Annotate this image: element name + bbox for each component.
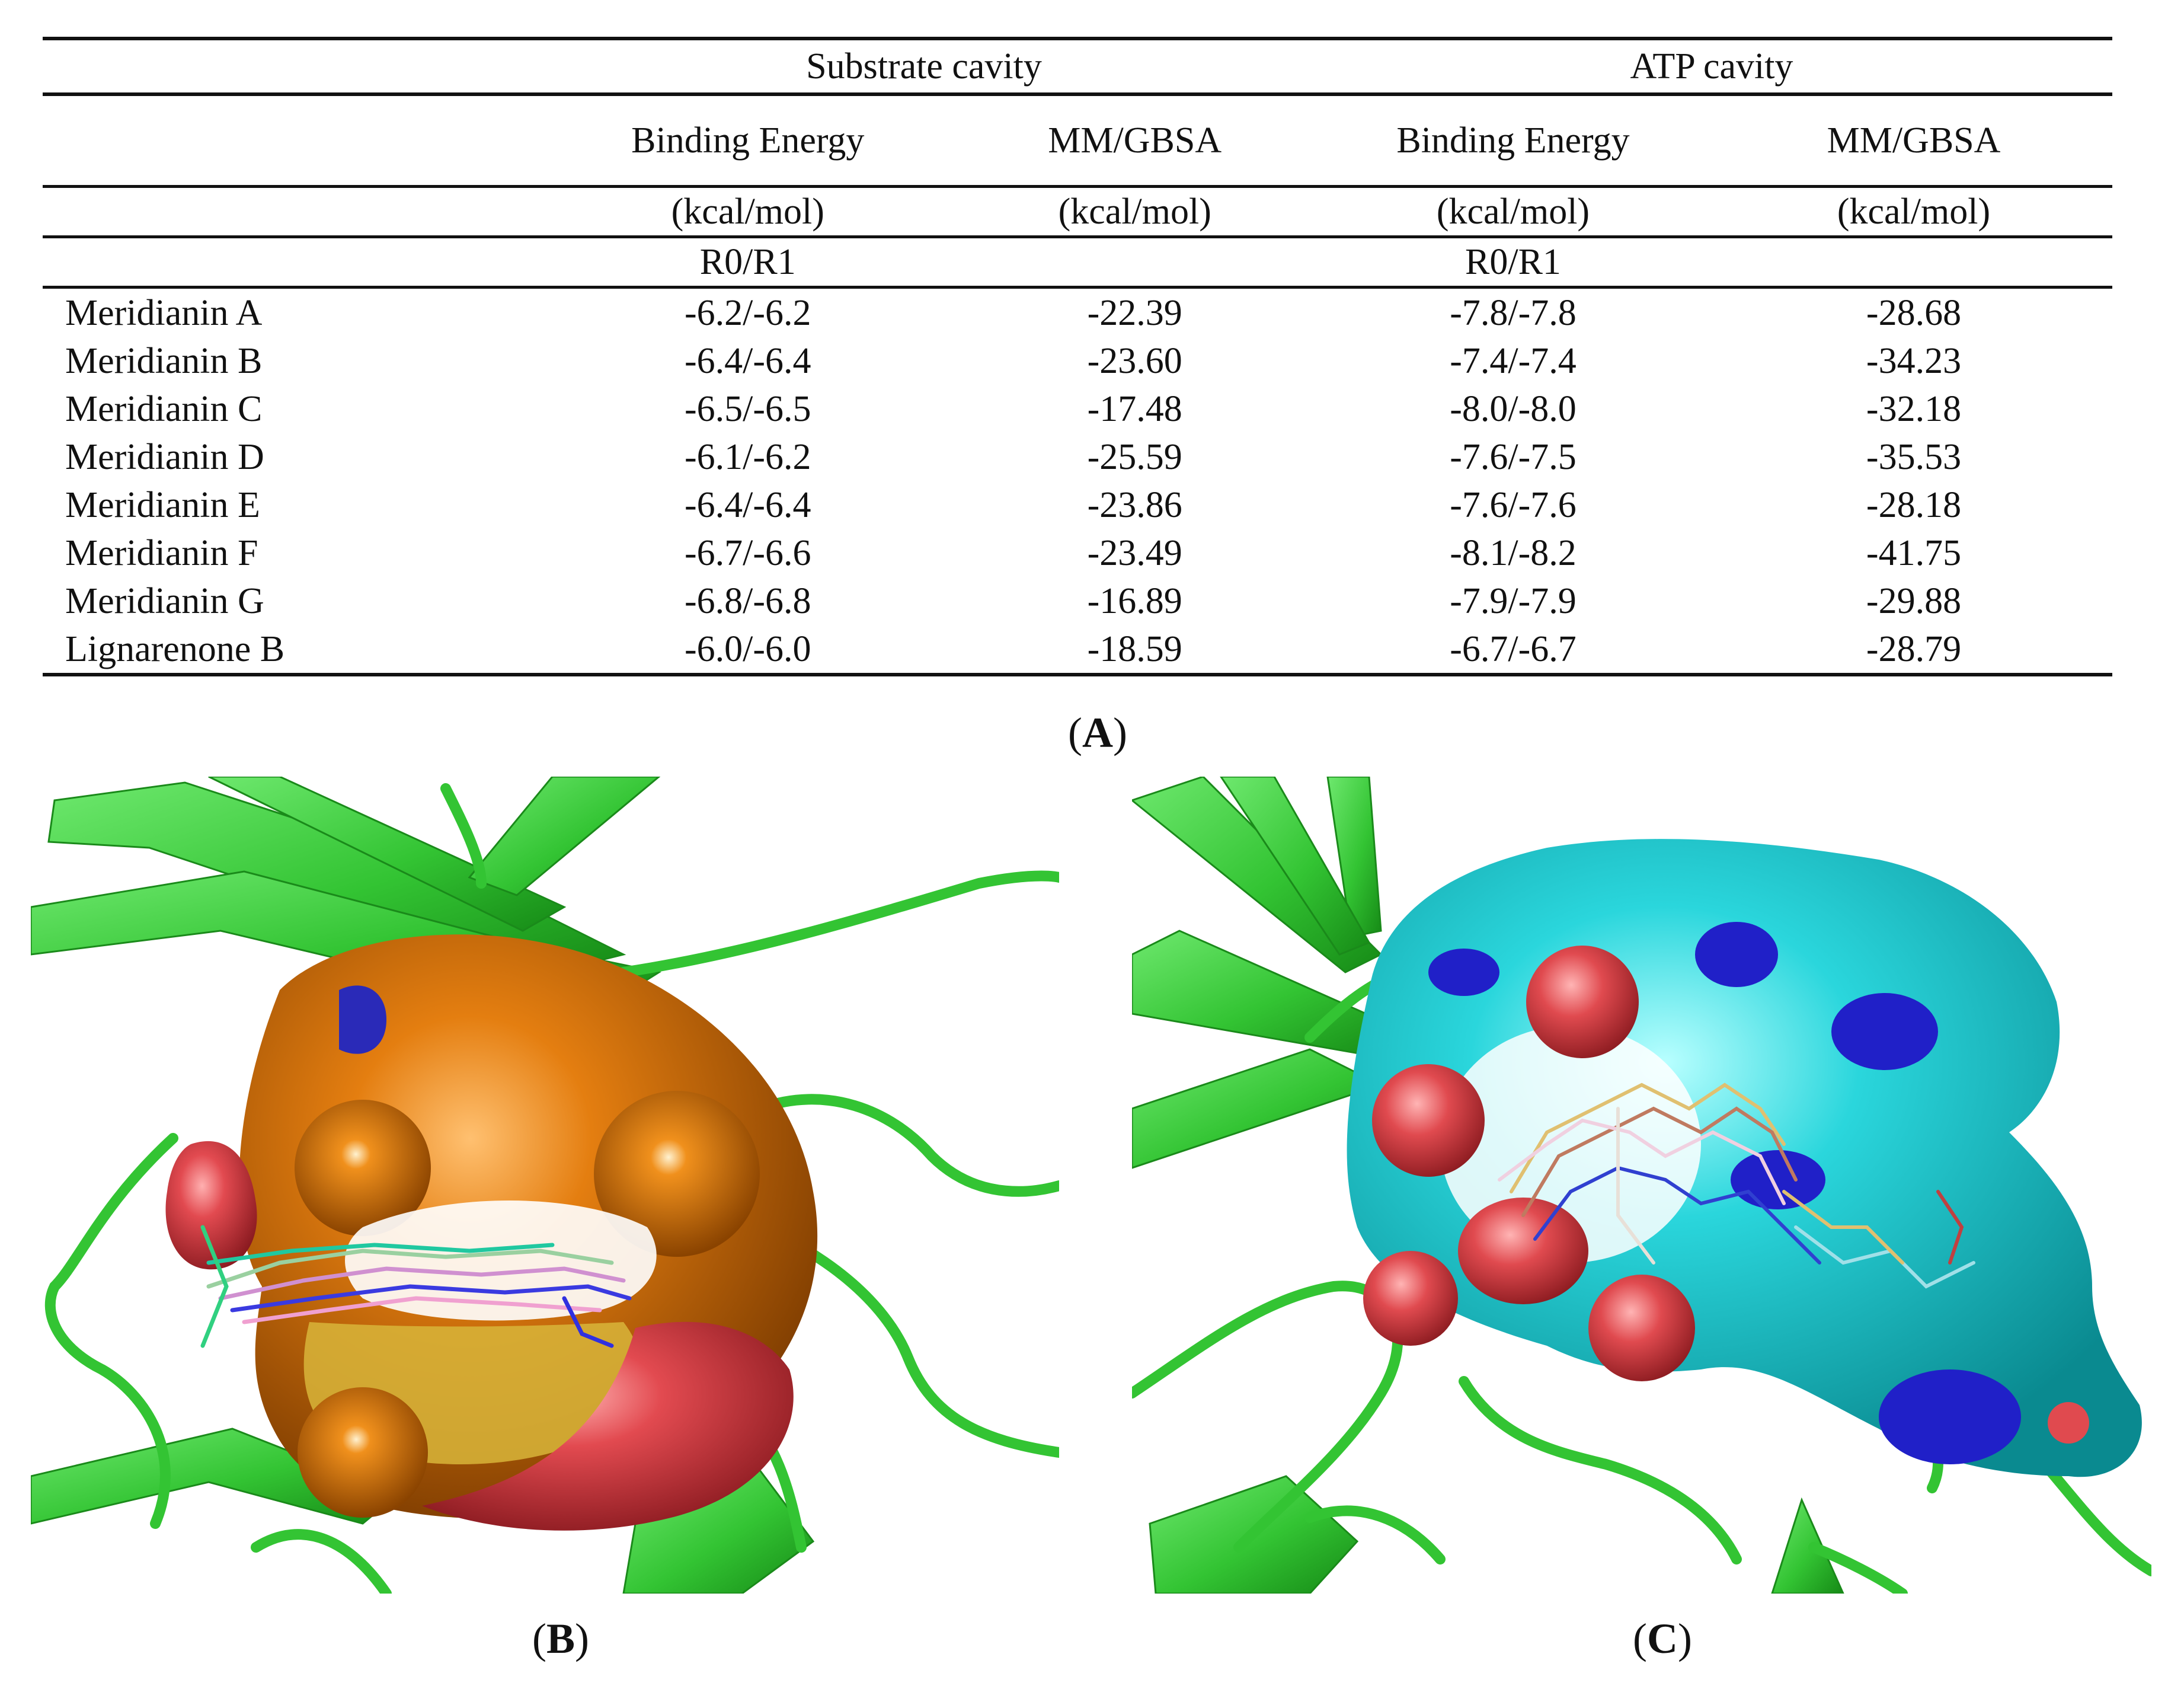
caption-c: (C) [1633,1615,1692,1662]
results-table-container: Substrate cavity ATP cavity Binding Ener… [43,37,2112,676]
protein-beta-strands [1132,777,1844,1594]
header-atp-binding-energy: Binding Energy [1310,94,1716,188]
header-sub-mmgbsa: MM/GBSA [958,94,1311,188]
table-row: Lignarenone B -6.0/-6.0 -18.59 -6.7/-6.7 -28… [43,625,2112,676]
substrate-mmgbsa: -23.86 [1087,484,1182,525]
atp-mmgbsa: -28.79 [1715,625,2112,676]
caption-b: (B) [532,1615,589,1662]
header-blank [43,37,537,96]
red-surface-patch [422,1321,794,1531]
substrate-binding-energy: -6.1/-6.2 [685,436,811,477]
substrate-binding-energy: -6.4/-6.4 [685,484,811,525]
red-surface-3 [1363,1251,1458,1346]
header-row-metric: Binding Energy MM/GBSA Binding Energy MM… [43,94,2112,188]
atp-mmgbsa: -29.88 [1866,580,1962,621]
binding-energy-table: Substrate cavity ATP cavity Binding Ener… [43,37,2112,676]
blue-surface-3 [1731,1150,1825,1209]
orange-sphere-top-right [594,1091,760,1257]
compound-name: Meridianin B [65,340,263,381]
substrate-binding-energy: -6.0/-6.0 [537,625,959,676]
table-row: Meridianin G -6.8/-6.8 -16.89 -7.9/-7.9 -29.… [43,577,2112,625]
protein-beta-strands [31,777,815,1594]
substrate-mmgbsa: -17.48 [1087,388,1182,429]
atp-binding-energy: -8.1/-8.2 [1450,532,1577,573]
red-surface-1 [1372,1064,1485,1177]
substrate-mmgbsa: -18.59 [958,625,1311,676]
table-row: Meridianin D -6.1/-6.2 -25.59 -7.6/-7.5 -35.… [43,433,2112,481]
compound-name: Meridianin G [65,580,264,621]
red-surface-6 [2048,1402,2089,1444]
blue-surface-2 [1831,993,1938,1070]
table-row: Meridianin A -6.2/-6.2 -22.39 -7.8/-7.8 -28.… [43,288,2112,337]
atp-mmgbsa: -34.23 [1866,340,1962,381]
substrate-mmgbsa: -16.89 [1087,580,1182,621]
header-substrate-cavity: Substrate cavity [537,37,1311,96]
atp-binding-energy: -7.8/-7.8 [1450,292,1577,333]
cavity-surface [165,934,818,1531]
atp-mmgbsa: -35.53 [1866,436,1962,477]
substrate-mmgbsa: -25.59 [1087,436,1182,477]
table-row: Meridianin C -6.5/-6.5 -17.48 -8.0/-8.0 -32.… [43,385,2112,433]
compound-name: Meridianin D [65,436,264,477]
substrate-binding-energy: -6.2/-6.2 [685,292,811,333]
substrate-cavity-image [31,777,1059,1594]
docked-ligands-atp [1498,1083,1975,1289]
atp-cavity-render [1132,777,2151,1594]
substrate-mmgbsa: -23.60 [1087,340,1182,381]
substrate-mmgbsa: -23.49 [1087,532,1182,573]
substrate-binding-energy: -6.8/-6.8 [685,580,811,621]
substrate-binding-energy: -6.4/-6.4 [685,340,811,381]
atp-binding-energy: -7.9/-7.9 [1450,580,1577,621]
r0r1-sub: R0/R1 [537,237,959,289]
atp-mmgbsa: -41.75 [1866,532,1962,573]
compound-name: Lignarenone B [43,625,537,676]
orange-sphere-top-left [295,1100,431,1236]
atp-binding-energy: -7.6/-7.6 [1450,484,1577,525]
substrate-cavity-render [31,777,1059,1594]
header-atp-cavity: ATP cavity [1310,37,2112,96]
table-row: Meridianin B -6.4/-6.4 -23.60 -7.4/-7.4 -34.… [43,337,2112,385]
blue-surface-5 [1428,949,1499,996]
header-row-cavity: Substrate cavity ATP cavity [43,37,2112,96]
substrate-mmgbsa: -22.39 [1087,292,1182,333]
red-surface-2 [1526,946,1639,1058]
table-body: Meridianin A -6.2/-6.2 -22.39 -7.8/-7.8 -28.… [43,288,2112,676]
unit-sub-mm: (kcal/mol) [958,186,1311,238]
atp-mmgbsa: -32.18 [1866,388,1962,429]
atp-binding-energy: -7.4/-7.4 [1450,340,1577,381]
compound-name: Meridianin F [65,532,258,573]
cavity-surface [1347,839,2142,1477]
substrate-binding-energy: -6.7/-6.6 [685,532,811,573]
compound-name: Meridianin C [65,388,263,429]
blue-surface-1 [1695,922,1778,987]
cavity-opening [345,1201,657,1321]
orange-sphere-bottom [298,1387,428,1518]
red-surface-left [165,1141,257,1270]
unit-atp-be: (kcal/mol) [1310,186,1716,238]
atp-binding-energy: -8.0/-8.0 [1450,388,1577,429]
blue-surface-patch [339,985,386,1054]
atp-cavity-image [1132,777,2151,1594]
red-surface-4 [1588,1275,1695,1381]
docked-ligands-substrate [200,1225,632,1348]
caption-a: (A) [1068,709,1127,756]
unit-atp-mm: (kcal/mol) [1715,186,2112,238]
header-row-unit: (kcal/mol) (kcal/mol) (kcal/mol) (kcal/m… [43,186,2112,238]
atp-mmgbsa: -28.18 [1866,484,1962,525]
atp-mmgbsa: -28.68 [1866,292,1962,333]
unit-sub-be: (kcal/mol) [537,186,959,238]
compound-name: Meridianin E [65,484,260,525]
red-surface-5 [1458,1198,1588,1304]
blue-surface-4 [1879,1369,2021,1464]
table-row: Meridianin E -6.4/-6.4 -23.86 -7.6/-7.6 -28.… [43,481,2112,529]
r0r1-atp: R0/R1 [1310,237,1716,289]
substrate-binding-energy: -6.5/-6.5 [685,388,811,429]
header-row-r0r1: R0/R1 R0/R1 [43,237,2112,289]
header-atp-mmgbsa: MM/GBSA [1715,94,2112,188]
atp-binding-energy: -6.7/-6.7 [1310,625,1716,676]
atp-binding-energy: -7.6/-7.5 [1450,436,1577,477]
header-sub-binding-energy: Binding Energy [537,94,959,188]
compound-name: Meridianin A [65,292,263,333]
table-row: Meridianin F -6.7/-6.6 -23.49 -8.1/-8.2 -41.… [43,529,2112,577]
